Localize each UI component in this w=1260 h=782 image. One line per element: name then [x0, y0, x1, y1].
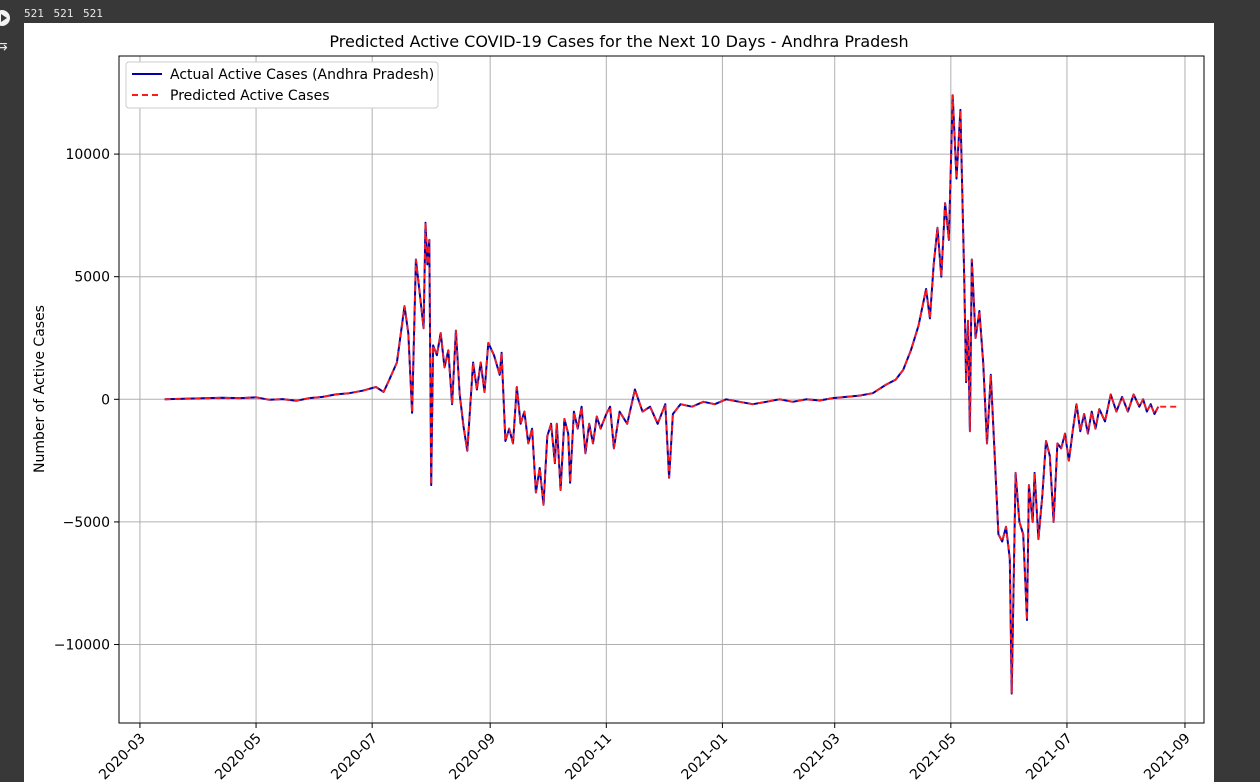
y-tick-label: 0	[101, 392, 110, 408]
y-tick-label: 5000	[74, 270, 110, 286]
y-tick-label: −10000	[54, 638, 110, 654]
series-line-predicted-fit	[164, 94, 1160, 695]
y-tick-label: 10000	[65, 147, 110, 163]
cell-output-header: 521 521 521	[24, 7, 103, 20]
chart-title: Predicted Active COVID-19 Cases for the …	[329, 32, 908, 51]
line-chart: 10000 5000 0 −5000 −10000 2020-03 2020-05 2020-…	[32, 32, 1205, 782]
x-tick-label: 2021-05	[907, 731, 960, 782]
cell-header-strip: ⇆ 521 521 521	[0, 0, 1260, 54]
legend: Actual Active Cases (Andhra Pradesh) Pre…	[125, 61, 439, 109]
x-tick-label: 2020-03	[96, 731, 149, 782]
legend-box	[125, 61, 439, 109]
tick-layer: 10000 5000 0 −5000 −10000 2020-03 2020-05 2020-…	[54, 147, 1194, 782]
legend-label-predicted: Predicted Active Cases	[170, 88, 329, 104]
x-tick-label: 2021-03	[791, 731, 844, 782]
chart-figure: 10000 5000 0 −5000 −10000 2020-03 2020-05 2020-…	[24, 23, 1214, 782]
plot-frame	[118, 55, 1205, 724]
x-tick-label: 2020-11	[562, 731, 615, 782]
x-tick-label: 2020-09	[446, 731, 499, 782]
x-tick-label: 2021-07	[1023, 731, 1076, 782]
run-cell-icon[interactable]	[0, 10, 10, 26]
x-tick-label: 2020-05	[212, 731, 265, 782]
x-tick-label: 2020-07	[328, 731, 381, 782]
series-line-actual	[164, 94, 1160, 695]
legend-label-actual: Actual Active Cases (Andhra Pradesh)	[170, 67, 434, 83]
y-axis-label: Number of Active Cases	[32, 305, 48, 473]
grid-layer	[119, 56, 1204, 723]
output-toggle-icon[interactable]: ⇆	[0, 38, 8, 54]
y-tick-label: −5000	[63, 515, 110, 531]
series-layer	[164, 94, 1178, 695]
x-tick-label: 2021-01	[679, 731, 732, 782]
x-tick-label: 2021-09	[1141, 731, 1194, 782]
